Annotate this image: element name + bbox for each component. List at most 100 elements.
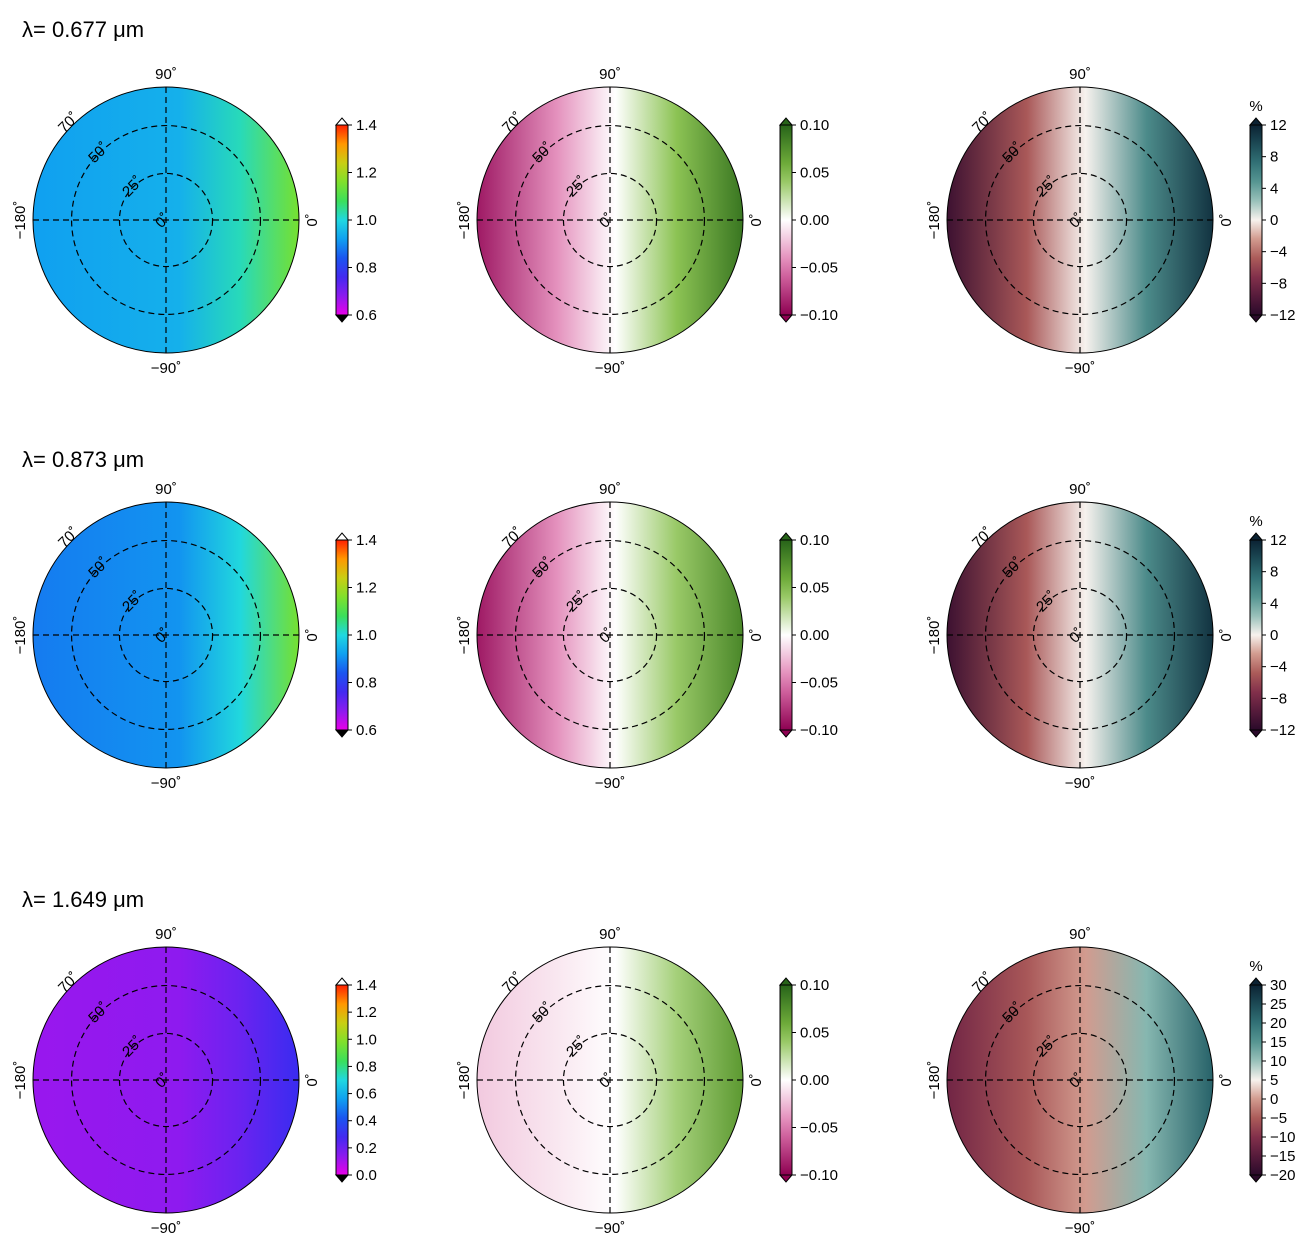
grid-ring xyxy=(118,587,214,683)
colorbar-tick-label: 0.6 xyxy=(356,722,377,739)
angle-label-right: 0˚ xyxy=(748,1073,765,1086)
colorbar-extension-bottom xyxy=(1248,1174,1264,1183)
angle-label-right: 0˚ xyxy=(1218,628,1235,641)
colorbar-extension-top xyxy=(1248,117,1264,126)
grid-ring xyxy=(984,539,1176,731)
colorbar-extension-bottom xyxy=(334,1174,350,1183)
colorbar-unit: % xyxy=(1249,98,1262,115)
angle-label-right: 0˚ xyxy=(748,628,765,641)
colorbar-tick-label: 8 xyxy=(1270,149,1278,166)
colorbar-tick-label: −4 xyxy=(1270,244,1287,261)
colorbar-extension-top xyxy=(334,117,350,126)
colorbar xyxy=(1249,124,1263,316)
colorbar-extension-top xyxy=(1248,977,1264,986)
colorbar-tick-label: 1.4 xyxy=(356,977,377,994)
colorbar-tick-label: 0.00 xyxy=(800,212,829,229)
colorbar-tick-label: 0 xyxy=(1270,212,1278,229)
colorbar xyxy=(1249,984,1263,1176)
colorbar-tick-label: 12 xyxy=(1270,532,1287,549)
colorbar-extension-top xyxy=(334,977,350,986)
angle-label-top: 90˚ xyxy=(599,926,621,943)
angle-label-right: 0˚ xyxy=(1218,213,1235,226)
angle-label-bottom: −90˚ xyxy=(1065,360,1095,377)
colorbar-tick-label: 1.4 xyxy=(356,532,377,549)
angle-label-top: 90˚ xyxy=(1069,926,1091,943)
angle-label-bottom: −90˚ xyxy=(1065,775,1095,792)
colorbar-tick-label: 30 xyxy=(1270,977,1287,994)
colorbar-tick-label: 0.6 xyxy=(356,307,377,324)
colorbar-tick-label: 1.0 xyxy=(356,1031,377,1048)
colorbar-unit: % xyxy=(1249,513,1262,530)
colorbar-extension-bottom xyxy=(1248,314,1264,323)
angle-label-left: −180˚ xyxy=(12,201,29,240)
angle-label-bottom: −90˚ xyxy=(1065,1220,1095,1237)
colorbar-tick-label: −10 xyxy=(1270,1129,1295,1146)
colorbar-tick-label: −8 xyxy=(1270,275,1287,292)
angle-label-top: 90˚ xyxy=(1069,66,1091,83)
colorbar-tick-label: 0.4 xyxy=(356,1113,377,1130)
colorbar-tick-label: −0.10 xyxy=(800,1167,838,1184)
colorbar-tick-label: 0 xyxy=(1270,627,1278,644)
colorbar-tick-label: 20 xyxy=(1270,1015,1287,1032)
colorbar-tick-label: 8 xyxy=(1270,564,1278,581)
colorbar-tick-label: 0.10 xyxy=(800,117,829,134)
colorbar-tick-label: 0.8 xyxy=(356,260,377,277)
polar-panel: 90˚−90˚0˚−180˚ 0˚25˚50˚70˚0.60.81.01.21.4 xyxy=(12,481,377,792)
colorbar-extension-bottom xyxy=(778,729,794,738)
angle-label-right: 0˚ xyxy=(304,1073,321,1086)
colorbar xyxy=(779,984,793,1176)
colorbar-unit: % xyxy=(1249,958,1262,975)
colorbar-tick-label: 12 xyxy=(1270,117,1287,134)
colorbar xyxy=(1249,539,1263,731)
colorbar-tick-label: 15 xyxy=(1270,1034,1287,1051)
colorbar-tick-label: −0.05 xyxy=(800,1120,838,1137)
grid-ring xyxy=(514,539,706,731)
colorbar-tick-label: −5 xyxy=(1270,1110,1287,1127)
angle-label-top: 90˚ xyxy=(599,66,621,83)
colorbar-tick-label: 1.2 xyxy=(356,1004,377,1021)
angle-label-right: 0˚ xyxy=(304,628,321,641)
angle-label-bottom: −90˚ xyxy=(151,360,181,377)
row-title: λ= 0.677 μm xyxy=(22,17,144,42)
angle-label-left: −180˚ xyxy=(926,201,943,240)
row-title: λ= 0.873 μm xyxy=(22,447,144,472)
colorbar-tick-label: 4 xyxy=(1270,595,1278,612)
grid-ring xyxy=(514,984,706,1176)
colorbar-tick-label: 0.6 xyxy=(356,1086,377,1103)
angle-label-left: −180˚ xyxy=(456,201,473,240)
polar-panel: 90˚−90˚0˚−180˚ 0˚25˚50˚70˚−20−15−10−50510… xyxy=(926,926,1295,1237)
colorbar-tick-label: −12 xyxy=(1270,307,1295,324)
polar-panel: 90˚−90˚0˚−180˚ 0˚25˚50˚70˚0.00.20.40.60.8… xyxy=(12,926,377,1237)
angle-label-top: 90˚ xyxy=(599,481,621,498)
colorbar-extension-top xyxy=(778,532,794,541)
colorbar-tick-label: 1.4 xyxy=(356,117,377,134)
colorbar-tick-label: 0.10 xyxy=(800,977,829,994)
colorbar-tick-label: 10 xyxy=(1270,1053,1287,1070)
colorbar-tick-label: −0.10 xyxy=(800,722,838,739)
angle-label-top: 90˚ xyxy=(155,926,177,943)
colorbar-tick-label: 0 xyxy=(1270,1091,1278,1108)
colorbar-tick-label: 1.0 xyxy=(356,627,377,644)
colorbar xyxy=(335,124,349,316)
colorbar-tick-label: 0.2 xyxy=(356,1140,377,1157)
row-title: λ= 1.649 μm xyxy=(22,887,144,912)
angle-label-right: 0˚ xyxy=(304,213,321,226)
colorbar xyxy=(335,984,349,1176)
colorbar-tick-label: −0.05 xyxy=(800,675,838,692)
grid-ring xyxy=(1032,1032,1128,1128)
colorbar-extension-bottom xyxy=(1248,729,1264,738)
angle-label-left: −180˚ xyxy=(456,1061,473,1100)
grid-ring xyxy=(562,172,658,268)
colorbar-tick-label: −20 xyxy=(1270,1167,1295,1184)
colorbar-tick-label: −8 xyxy=(1270,690,1287,707)
colorbar-extension-top xyxy=(334,532,350,541)
colorbar-tick-label: 0.8 xyxy=(356,675,377,692)
colorbar-tick-label: 5 xyxy=(1270,1072,1278,1089)
grid-ring xyxy=(514,124,706,316)
angle-label-top: 90˚ xyxy=(155,481,177,498)
grid-ring xyxy=(984,124,1176,316)
angle-label-bottom: −90˚ xyxy=(151,1220,181,1237)
